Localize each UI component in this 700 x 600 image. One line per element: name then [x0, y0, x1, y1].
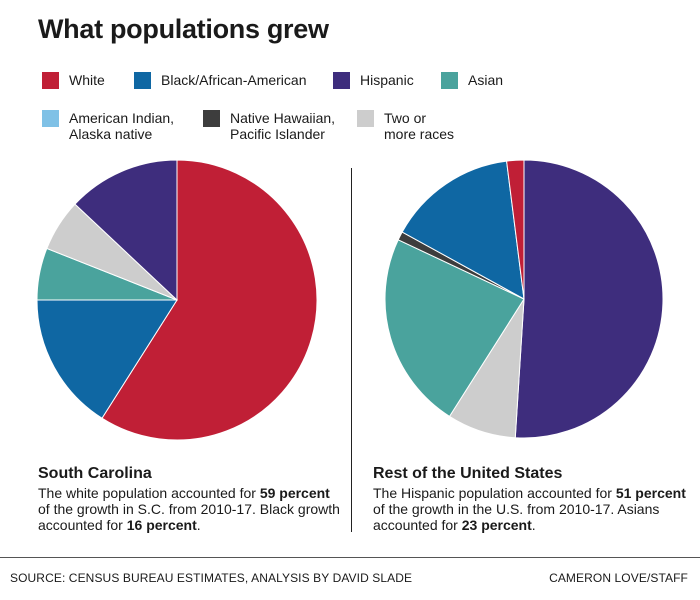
caption-highlight: 59 percent: [259, 485, 330, 501]
pie-slice-white: [101, 159, 318, 441]
legend-item: Native Hawaiian, Pacific Islander: [203, 110, 335, 142]
caption-title: South Carolina: [38, 465, 152, 482]
legend-label: Two or more races: [384, 110, 454, 142]
legend-label: Asian: [468, 72, 503, 88]
legend-label-line: Hispanic: [360, 72, 414, 88]
source-note: SOURCE: CENSUS BUREAU ESTIMATES, ANALYSI…: [10, 571, 413, 585]
caption-highlight: 16 percent: [126, 517, 197, 533]
legend-label-line: White: [69, 72, 105, 88]
caption-highlight: 23 percent: [461, 517, 532, 533]
legend-swatch: [42, 110, 59, 127]
pie-chart-rest-of-us: [384, 159, 664, 439]
pie-chart-south-carolina: [36, 159, 318, 441]
caption-text: .: [531, 517, 536, 533]
legend-swatch: [357, 110, 374, 127]
staff-credit: CAMERON LOVE/STAFF: [549, 571, 688, 585]
legend-label-line: more races: [384, 126, 455, 142]
legend-item: Black/African-American: [134, 72, 307, 89]
legend-label-line: American Indian,: [69, 110, 175, 126]
legend-item: Two or more races: [357, 110, 454, 142]
legend-item: Asian: [441, 72, 503, 89]
legend-label: Black/African-American: [161, 72, 307, 88]
caption-text: of the growth in S.C. from 2010-17. Blac…: [38, 501, 340, 533]
caption-rest-of-us: Rest of the United States The Hispanic p…: [373, 465, 693, 534]
caption-text: The Hispanic population accounted for: [373, 485, 616, 501]
legend-label: Hispanic: [360, 72, 414, 88]
legend-item: White: [42, 72, 105, 89]
legend-label-line: Pacific Islander: [230, 126, 325, 142]
pie-slice-asian: [384, 239, 525, 418]
legend-swatch: [203, 110, 220, 127]
caption-text: .: [196, 517, 201, 533]
footer-rule: [0, 557, 700, 558]
caption-title: Rest of the United States: [373, 465, 563, 482]
legend-label-line: Alaska native: [69, 126, 153, 142]
caption-highlight: 51 percent: [615, 485, 686, 501]
caption-text: The white population accounted for: [38, 485, 260, 501]
legend-swatch: [441, 72, 458, 89]
pie-slice-white: [506, 159, 525, 300]
pie-slice-hispanic: [74, 159, 178, 302]
legend-item: American Indian, Alaska native: [42, 110, 174, 142]
legend-label-line: Two or: [384, 110, 427, 126]
caption-text: of the growth in the U.S. from 2010-17. …: [373, 501, 660, 533]
pie-slice-black-african-american: [401, 160, 525, 300]
legend-label: American Indian, Alaska native: [69, 110, 174, 142]
legend-swatch: [42, 72, 59, 89]
pie-slice-black-african-american: [36, 299, 178, 419]
legend-label-line: Native Hawaiian,: [230, 110, 336, 126]
legend-label: Native Hawaiian, Pacific Islander: [230, 110, 335, 142]
caption-south-carolina: South Carolina The white population acco…: [38, 465, 343, 534]
caption-body: The Hispanic population accounted for 51…: [373, 485, 693, 533]
legend-label-line: Black/African-American: [161, 72, 307, 88]
divider: [351, 168, 352, 532]
pie-slice-hispanic: [514, 159, 664, 439]
legend-swatch: [134, 72, 151, 89]
legend-item: Hispanic: [333, 72, 414, 89]
legend-label-line: Asian: [468, 72, 504, 88]
legend-label: White: [69, 72, 105, 88]
legend-swatch: [333, 72, 350, 89]
caption-body: The white population accounted for 59 pe…: [38, 485, 343, 533]
page-title: What populations grew: [38, 14, 329, 44]
